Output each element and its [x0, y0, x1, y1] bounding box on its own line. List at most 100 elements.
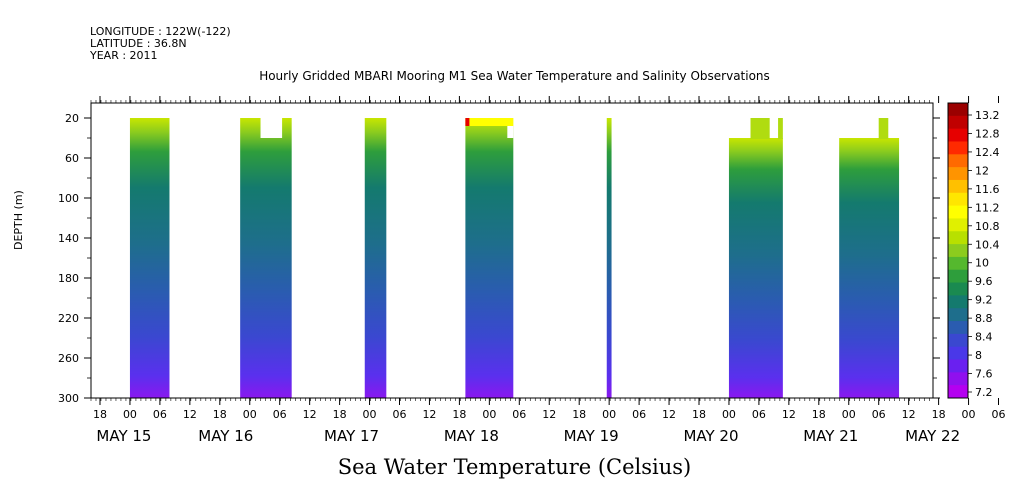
colorbar-swatch — [948, 141, 968, 155]
x-tick-label: 00 — [722, 408, 736, 421]
data-block-notch — [260, 117, 283, 138]
y-tick-label: 140 — [58, 232, 79, 245]
x-day-label: MAY 19 — [564, 427, 619, 445]
x-tick-label: 18 — [572, 408, 586, 421]
colorbar-label: 8.4 — [975, 331, 993, 344]
x-tick-label: 18 — [93, 408, 107, 421]
year-label: YEAR : 2011 — [90, 49, 158, 62]
x-tick-label: 18 — [812, 408, 826, 421]
colorbar-swatch — [948, 205, 968, 219]
colorbar-swatch — [948, 295, 968, 309]
data-block-bump — [750, 118, 770, 139]
colorbar-swatch — [948, 308, 968, 322]
colorbar-swatch — [948, 128, 968, 142]
colorbar-swatch — [948, 346, 968, 361]
colorbar-label: 12 — [975, 164, 989, 177]
colorbar-swatch — [948, 321, 968, 335]
warm-spot — [465, 118, 470, 126]
x-tick-label: 00 — [243, 408, 257, 421]
x-day-label: MAY 17 — [324, 427, 379, 445]
plot-frame — [90, 102, 934, 399]
x-tick-label: 06 — [273, 408, 287, 421]
colorbar-swatch — [948, 192, 968, 207]
x-tick-label: 06 — [872, 408, 886, 421]
colorbar-swatch — [948, 231, 968, 245]
x-tick-label: 06 — [752, 408, 766, 421]
x-tick-label: 18 — [692, 408, 706, 421]
x-tick-label: 18 — [333, 408, 347, 421]
chart-title: Hourly Gridded MBARI Mooring M1 Sea Wate… — [259, 69, 770, 83]
data-block — [606, 118, 612, 398]
colorbar-label: 9.2 — [975, 294, 993, 307]
data-block — [728, 138, 783, 398]
colorbar-swatch — [948, 385, 968, 399]
colorbar-label: 10 — [975, 257, 989, 270]
x-tick-label: 06 — [632, 408, 646, 421]
x-axis-label: Sea Water Temperature (Celsius) — [337, 455, 692, 479]
x-day-label: MAY 18 — [444, 427, 499, 445]
y-tick-label: 220 — [58, 312, 79, 325]
y-tick-label: 300 — [58, 392, 79, 405]
x-tick-label: 00 — [962, 408, 976, 421]
data-block — [240, 118, 292, 398]
colorbar-swatch — [948, 244, 968, 258]
x-tick-label: 12 — [303, 408, 317, 421]
x-tick-label: 18 — [932, 408, 946, 421]
colorbar-label: 7.6 — [975, 368, 993, 381]
colorbar-label: 7.2 — [975, 386, 993, 399]
y-tick-label: 100 — [58, 192, 79, 205]
x-tick-label: 12 — [542, 408, 556, 421]
x-tick-label: 18 — [452, 408, 466, 421]
x-tick-label: 00 — [482, 408, 496, 421]
x-day-label: MAY 22 — [905, 427, 960, 445]
colorbar-label: 11.6 — [975, 183, 1000, 196]
data-block — [465, 118, 514, 398]
colorbar-swatch — [948, 103, 968, 117]
x-day-label: MAY 20 — [683, 427, 738, 445]
x-tick-label: 00 — [602, 408, 616, 421]
y-tick-label: 260 — [58, 352, 79, 365]
data-block-bump — [778, 118, 783, 139]
colorbar-swatch — [948, 333, 968, 348]
colorbar-swatch — [948, 282, 968, 296]
x-tick-label: 06 — [512, 408, 526, 421]
data-block — [129, 118, 170, 398]
colorbar-label: 10.4 — [975, 238, 1000, 251]
x-day-label: MAY 16 — [198, 427, 253, 445]
colorbar-label: 13.2 — [975, 109, 1000, 122]
colorbar-swatch — [948, 256, 968, 271]
colorbar-swatch — [948, 372, 968, 386]
colorbar-label: 11.2 — [975, 201, 1000, 214]
data-block — [364, 118, 387, 398]
colorbar-label: 12.8 — [975, 127, 1000, 140]
colorbar-label: 8.8 — [975, 312, 993, 325]
colorbar-swatch — [948, 269, 968, 284]
warm-surface — [465, 118, 514, 126]
colorbar-label: 9.6 — [975, 275, 993, 288]
colorbar-swatch — [948, 359, 968, 373]
data-block-bump — [878, 118, 889, 139]
colorbar-swatch — [948, 167, 968, 181]
x-tick-label: 06 — [153, 408, 167, 421]
x-tick-label: 12 — [422, 408, 436, 421]
data-block-notch — [507, 117, 514, 138]
x-day-label: MAY 21 — [803, 427, 858, 445]
y-tick-label: 20 — [65, 112, 79, 125]
colorbar-swatch — [948, 218, 968, 232]
x-tick-label: 06 — [393, 408, 407, 421]
x-tick-label: 18 — [213, 408, 227, 421]
latitude-label: LATITUDE : 36.8N — [90, 37, 187, 50]
x-tick-label: 12 — [902, 408, 916, 421]
x-tick-label: 00 — [363, 408, 377, 421]
x-tick-label: 00 — [842, 408, 856, 421]
x-tick-label: 12 — [183, 408, 197, 421]
x-tick-label: 06 — [992, 408, 1006, 421]
colorbar-label: 10.8 — [975, 220, 1000, 233]
colorbar-swatch — [948, 115, 968, 130]
colorbar-swatch — [948, 179, 968, 194]
longitude-label: LONGITUDE : 122W(-122) — [90, 25, 231, 38]
data-block — [839, 138, 900, 398]
colorbar-label: 8 — [975, 349, 982, 362]
colorbar-frame — [947, 102, 969, 399]
